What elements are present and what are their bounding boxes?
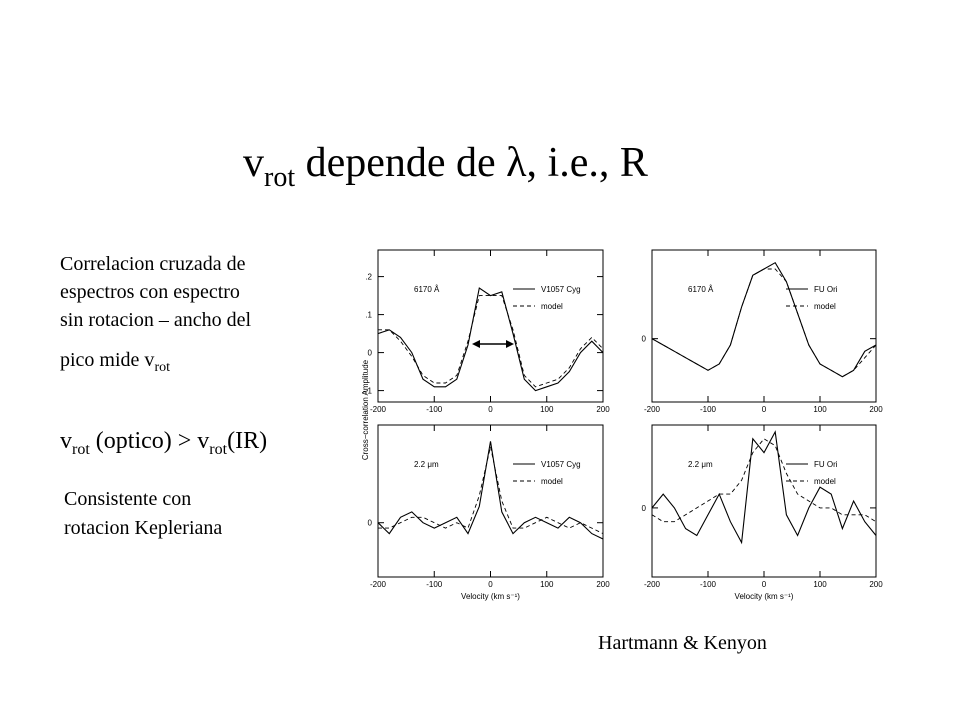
x-tick-label: -100 — [700, 580, 717, 589]
text-line: vrot (optico) > vrot(IR) — [60, 428, 267, 458]
legend-label: model — [814, 302, 836, 311]
text-sub: rot — [72, 441, 90, 458]
text-line: rotacion Kepleriana — [64, 517, 222, 539]
legend-label: V1057 Cyg — [541, 285, 581, 294]
series-line — [377, 287, 604, 392]
slide-title: vrot depende de λ, i.e., R — [243, 140, 648, 193]
plot-frame — [377, 249, 604, 403]
text-line: Consistente con — [64, 488, 191, 510]
text-line: sin rotacion – ancho del — [60, 309, 251, 331]
y-tick-label: 0 — [642, 504, 647, 513]
x-tick-label: -200 — [644, 580, 661, 589]
x-tick-label: 100 — [813, 580, 827, 589]
width-arrow — [472, 340, 514, 348]
y-tick-label: .2 — [365, 273, 372, 282]
x-tick-label: 0 — [488, 580, 493, 589]
text-part: pico mide v — [60, 349, 154, 371]
title-rest: depende de λ, i.e., R — [295, 140, 648, 186]
y-tick-label: 0 — [642, 335, 647, 344]
y-tick-label: -.1 — [363, 387, 373, 396]
x-tick-label: 100 — [540, 580, 554, 589]
x-tick-label: 0 — [762, 580, 767, 589]
legend-label: FU Ori — [814, 285, 838, 294]
series-line — [651, 438, 877, 523]
legend-label: model — [541, 477, 563, 486]
x-tick-label: -100 — [700, 405, 717, 414]
x-tick-label: 100 — [540, 405, 554, 414]
legend-label: model — [814, 477, 836, 486]
legend-label: FU Ori — [814, 460, 838, 469]
series-line — [378, 446, 604, 535]
text-line: espectros con espectro — [60, 281, 240, 303]
x-tick-label: -200 — [370, 580, 387, 589]
title-v: v — [243, 140, 264, 186]
annotation: 2.2 μm — [414, 460, 439, 469]
series-line — [377, 441, 604, 540]
x-tick-label: 200 — [596, 405, 610, 414]
x-tick-label: 0 — [488, 405, 493, 414]
annotation: 6170 Å — [688, 285, 714, 294]
annotation: 2.2 μm — [688, 460, 713, 469]
x-axis-label: Velocity (km s⁻¹) — [735, 592, 794, 601]
text-part: (IR) — [227, 428, 267, 454]
title-sub: rot — [264, 162, 295, 193]
x-tick-label: -200 — [370, 405, 387, 414]
annotation: 6170 Å — [414, 285, 440, 294]
text-part: (optico) > v — [90, 428, 210, 454]
x-tick-label: -100 — [426, 580, 443, 589]
series-line — [651, 261, 877, 378]
plot-frame — [651, 249, 877, 403]
x-tick-label: 0 — [762, 405, 767, 414]
y-tick-label: .1 — [365, 311, 372, 320]
text-sub: rot — [209, 441, 227, 458]
x-tick-label: -200 — [644, 405, 661, 414]
text-line: Correlacion cruzada de — [60, 253, 246, 275]
credit: Hartmann & Kenyon — [598, 632, 767, 654]
x-tick-label: 100 — [813, 405, 827, 414]
y-axis-label: Cross−correlation Amplitude — [361, 359, 370, 460]
text-part: v — [60, 428, 72, 454]
x-tick-label: 200 — [596, 580, 610, 589]
series-line — [651, 430, 877, 545]
x-axis-label: Velocity (km s⁻¹) — [461, 592, 520, 601]
x-tick-label: -100 — [426, 405, 443, 414]
legend-label: model — [541, 302, 563, 311]
plot-frame — [651, 424, 877, 578]
text-sub: rot — [154, 360, 170, 375]
series-line — [378, 295, 604, 388]
y-tick-label: 0 — [368, 519, 373, 528]
text-line: pico mide vrot — [60, 349, 170, 375]
legend-label: V1057 Cyg — [541, 460, 581, 469]
x-tick-label: 200 — [869, 405, 883, 414]
x-tick-label: 200 — [869, 580, 883, 589]
series-line — [651, 268, 877, 378]
y-tick-label: 0 — [368, 349, 373, 358]
